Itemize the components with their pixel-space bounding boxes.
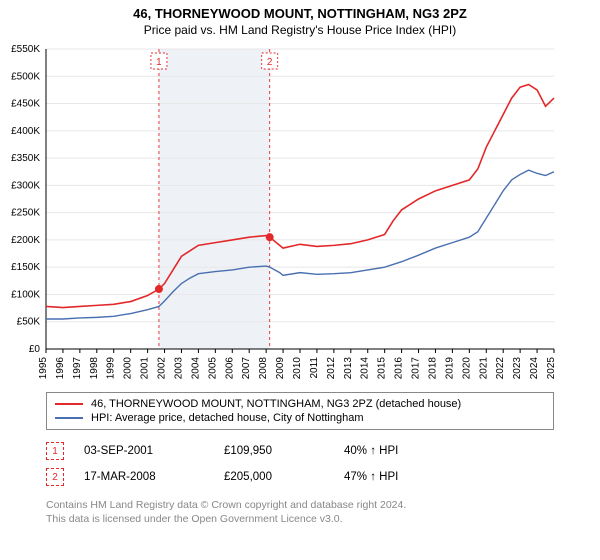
sale-hpi-1: 40% ↑ HPI (344, 445, 464, 457)
sale-row-2: 2 17-MAR-2008 £205,000 47% ↑ HPI (46, 464, 554, 490)
sale-date-1: 03-SEP-2001 (84, 445, 204, 457)
sale-marker-2: 2 (46, 468, 64, 486)
chart-area: £0 £50K £100K £150K £200K £250K £300K £350K £400… (0, 41, 600, 386)
sale-price-2: £205,000 (224, 471, 324, 483)
svg-text:2005: 2005 (207, 357, 218, 380)
footer-line-1: Contains HM Land Registry data © Crown c… (46, 498, 554, 512)
legend: 46, THORNEYWOOD MOUNT, NOTTINGHAM, NG3 2… (46, 392, 554, 430)
svg-text:1999: 1999 (106, 357, 117, 380)
chart-title: 46, THORNEYWOOD MOUNT, NOTTINGHAM, NG3 2… (0, 0, 600, 21)
attribution-footer: Contains HM Land Registry data © Crown c… (46, 498, 554, 526)
svg-text:2010: 2010 (292, 357, 303, 380)
legend-swatch-property (55, 403, 83, 405)
chart-subtitle: Price paid vs. HM Land Registry's House … (0, 21, 600, 41)
svg-text:2019: 2019 (444, 357, 455, 380)
svg-text:1997: 1997 (72, 357, 83, 380)
svg-text:£250K: £250K (11, 208, 40, 219)
legend-label-property: 46, THORNEYWOOD MOUNT, NOTTINGHAM, NG3 2… (91, 398, 461, 410)
svg-text:2007: 2007 (241, 357, 252, 380)
svg-text:2018: 2018 (427, 357, 438, 380)
svg-text:2013: 2013 (343, 357, 354, 380)
svg-text:2015: 2015 (377, 357, 388, 380)
footer-line-2: This data is licensed under the Open Gov… (46, 512, 554, 526)
svg-text:£0: £0 (29, 344, 41, 355)
svg-text:2003: 2003 (173, 357, 184, 380)
svg-text:£200K: £200K (11, 235, 40, 246)
svg-text:2025: 2025 (546, 357, 557, 380)
svg-text:2024: 2024 (529, 357, 540, 380)
sale-hpi-2: 47% ↑ HPI (344, 471, 464, 483)
svg-text:1996: 1996 (55, 357, 66, 380)
svg-text:2008: 2008 (258, 357, 269, 380)
svg-text:£150K: £150K (11, 262, 40, 273)
svg-text:2006: 2006 (224, 357, 235, 380)
sales-table: 1 03-SEP-2001 £109,950 40% ↑ HPI 2 17-MA… (46, 438, 554, 490)
svg-text:£450K: £450K (11, 99, 40, 110)
sale-price-1: £109,950 (224, 445, 324, 457)
svg-text:2004: 2004 (190, 357, 201, 380)
legend-swatch-hpi (55, 417, 83, 419)
svg-text:2: 2 (267, 57, 273, 68)
sale-date-2: 17-MAR-2008 (84, 471, 204, 483)
svg-text:£300K: £300K (11, 180, 40, 191)
svg-text:2016: 2016 (394, 357, 405, 380)
svg-text:£550K: £550K (11, 44, 40, 55)
svg-text:2002: 2002 (157, 357, 168, 380)
svg-text:£100K: £100K (11, 289, 40, 300)
legend-label-hpi: HPI: Average price, detached house, City… (91, 412, 364, 424)
svg-text:2011: 2011 (309, 357, 320, 379)
svg-text:2014: 2014 (360, 357, 371, 380)
svg-text:1998: 1998 (89, 357, 100, 380)
sale-row-1: 1 03-SEP-2001 £109,950 40% ↑ HPI (46, 438, 554, 464)
svg-text:£50K: £50K (17, 317, 41, 328)
svg-text:2009: 2009 (275, 357, 286, 380)
svg-text:2012: 2012 (326, 357, 337, 380)
svg-text:£500K: £500K (11, 71, 40, 82)
svg-text:2022: 2022 (495, 357, 506, 380)
svg-text:2021: 2021 (478, 357, 489, 380)
svg-text:2001: 2001 (140, 357, 151, 380)
svg-text:2017: 2017 (411, 357, 422, 380)
svg-text:2020: 2020 (461, 357, 472, 380)
legend-row-hpi: HPI: Average price, detached house, City… (55, 411, 545, 425)
legend-row-property: 46, THORNEYWOOD MOUNT, NOTTINGHAM, NG3 2… (55, 397, 545, 411)
svg-text:1995: 1995 (38, 357, 49, 380)
svg-text:2023: 2023 (512, 357, 523, 380)
svg-text:£350K: £350K (11, 153, 40, 164)
svg-text:2000: 2000 (123, 357, 134, 380)
line-chart-svg: £0 £50K £100K £150K £200K £250K £300K £350K £400… (0, 41, 560, 381)
svg-text:1: 1 (156, 57, 162, 68)
svg-text:£400K: £400K (11, 126, 40, 137)
sale-marker-1: 1 (46, 442, 64, 460)
